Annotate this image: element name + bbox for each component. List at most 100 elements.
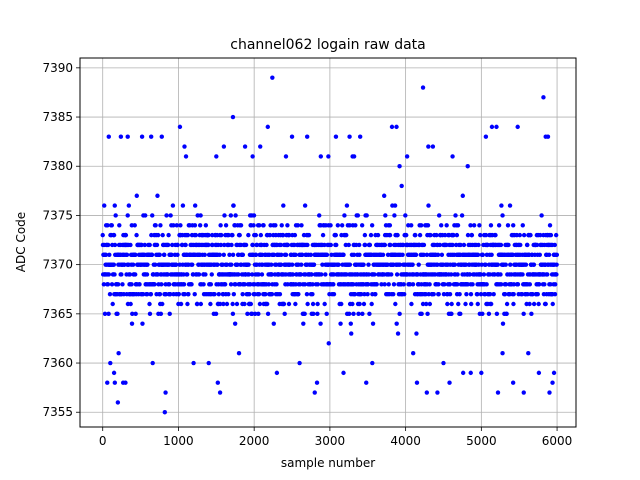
data-point bbox=[269, 262, 274, 267]
data-point bbox=[248, 301, 254, 307]
data-point bbox=[240, 291, 245, 297]
data-point bbox=[392, 203, 398, 208]
data-point bbox=[192, 203, 198, 208]
data-point bbox=[498, 282, 504, 287]
plot-area-frame bbox=[79, 57, 577, 428]
data-point bbox=[324, 252, 330, 257]
data-point bbox=[351, 154, 357, 159]
data-point bbox=[130, 262, 136, 267]
data-point bbox=[424, 252, 430, 257]
data-point bbox=[193, 232, 199, 238]
data-point bbox=[521, 311, 526, 317]
data-point bbox=[397, 262, 403, 267]
data-point bbox=[107, 291, 113, 297]
data-point bbox=[129, 282, 134, 287]
data-point bbox=[483, 232, 489, 238]
data-point bbox=[351, 311, 356, 317]
data-point bbox=[195, 301, 200, 307]
data-point bbox=[480, 252, 485, 257]
data-point bbox=[478, 291, 484, 297]
data-point bbox=[399, 183, 404, 189]
data-point bbox=[401, 282, 406, 287]
data-point bbox=[425, 223, 431, 228]
data-point bbox=[449, 272, 454, 277]
data-point bbox=[164, 213, 169, 218]
data-point bbox=[529, 311, 534, 317]
data-point bbox=[496, 223, 502, 228]
data-point bbox=[250, 154, 255, 159]
data-point bbox=[240, 252, 246, 257]
data-point bbox=[543, 301, 548, 307]
data-point bbox=[357, 242, 362, 248]
data-point bbox=[246, 232, 251, 238]
data-point bbox=[404, 232, 409, 238]
data-point bbox=[537, 252, 542, 257]
data-point bbox=[183, 154, 189, 159]
data-point bbox=[518, 242, 523, 248]
data-point bbox=[123, 380, 128, 385]
data-point bbox=[366, 262, 371, 267]
data-point bbox=[393, 301, 398, 307]
data-point bbox=[212, 291, 217, 297]
data-point bbox=[375, 232, 381, 238]
data-point bbox=[478, 232, 483, 238]
data-point bbox=[182, 291, 187, 297]
data-point bbox=[278, 262, 284, 267]
data-point bbox=[203, 223, 209, 228]
data-point bbox=[450, 242, 455, 248]
data-point bbox=[370, 360, 375, 366]
data-point bbox=[495, 390, 501, 395]
data-point bbox=[536, 301, 541, 307]
data-point bbox=[397, 164, 402, 169]
data-point bbox=[535, 291, 540, 297]
data-point bbox=[198, 213, 203, 218]
data-point bbox=[112, 203, 117, 208]
data-point bbox=[176, 291, 182, 297]
data-point bbox=[507, 203, 513, 208]
data-point bbox=[170, 203, 176, 208]
data-point bbox=[548, 282, 553, 287]
data-point bbox=[295, 223, 301, 228]
data-point bbox=[100, 232, 105, 238]
data-point bbox=[318, 321, 323, 326]
data-point bbox=[511, 223, 516, 228]
data-point bbox=[160, 301, 165, 307]
data-point bbox=[269, 272, 274, 277]
data-point bbox=[203, 272, 208, 277]
data-point bbox=[357, 301, 362, 307]
data-point bbox=[416, 262, 421, 267]
data-point bbox=[115, 311, 120, 317]
data-point bbox=[539, 213, 544, 218]
data-point bbox=[503, 262, 508, 267]
data-point bbox=[554, 252, 560, 257]
y-tick-label: 7365 bbox=[42, 307, 73, 321]
x-tick-label: 3000 bbox=[315, 434, 346, 448]
data-point bbox=[111, 232, 117, 238]
data-point bbox=[420, 301, 426, 307]
data-point bbox=[231, 203, 236, 208]
y-tick-label: 7375 bbox=[42, 208, 73, 222]
data-point bbox=[551, 370, 557, 376]
data-point bbox=[128, 301, 133, 307]
data-point bbox=[103, 252, 109, 257]
data-point bbox=[419, 311, 424, 317]
data-point bbox=[520, 223, 525, 228]
data-point bbox=[155, 193, 160, 198]
data-point bbox=[488, 301, 494, 307]
data-point bbox=[346, 242, 351, 248]
data-point bbox=[541, 95, 546, 100]
data-point bbox=[357, 252, 362, 257]
data-point bbox=[175, 252, 180, 257]
data-point bbox=[229, 262, 234, 267]
data-point bbox=[553, 282, 558, 287]
data-point bbox=[314, 380, 320, 385]
data-point bbox=[401, 291, 407, 297]
data-point bbox=[251, 223, 256, 228]
data-point bbox=[159, 282, 164, 287]
data-point bbox=[361, 301, 367, 307]
data-point bbox=[536, 282, 542, 287]
y-tick-label: 7380 bbox=[42, 159, 73, 173]
data-point bbox=[505, 223, 511, 228]
data-point bbox=[528, 232, 533, 238]
data-point bbox=[283, 154, 289, 159]
